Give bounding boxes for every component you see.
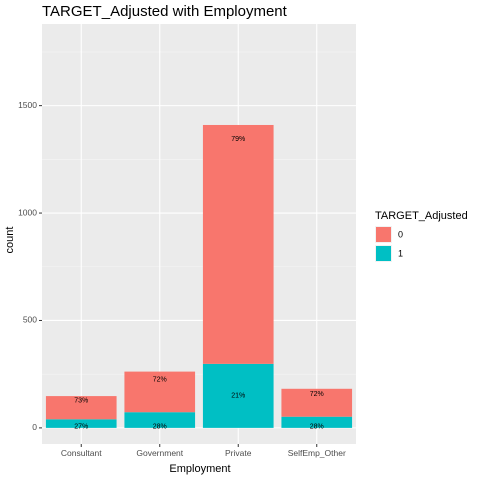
bars: 27% 28% 21% 28% 73% 72% 79% 72% bbox=[45, 124, 353, 431]
y-tick-label: 500 bbox=[23, 315, 37, 325]
data-label: 72% bbox=[153, 377, 167, 384]
bar-segment bbox=[202, 124, 274, 364]
plot-panel bbox=[42, 24, 356, 444]
data-label: 72% bbox=[310, 391, 324, 398]
chart-title: TARGET_Adjusted with Employment bbox=[42, 3, 288, 20]
bar-segment bbox=[202, 363, 274, 428]
data-label: 73% bbox=[74, 398, 88, 405]
bar-segment bbox=[45, 396, 117, 420]
data-label: 21% bbox=[231, 393, 245, 400]
data-label: 27% bbox=[74, 424, 88, 431]
x-axis-title: Employment bbox=[169, 463, 230, 475]
y-axis: 0 500 1000 1500 bbox=[18, 100, 42, 432]
y-tick-label: 1500 bbox=[18, 100, 37, 110]
bar-segment bbox=[124, 371, 196, 413]
legend-swatch bbox=[376, 227, 391, 242]
x-tick-label: Consultant bbox=[61, 448, 102, 458]
bar-segment bbox=[281, 416, 353, 428]
data-label: 28% bbox=[153, 424, 167, 431]
bar-segment bbox=[124, 412, 196, 428]
x-axis: Consultant Government Private SelfEmp_Other bbox=[61, 444, 346, 458]
y-tick-label: 1000 bbox=[18, 207, 37, 217]
legend-swatch bbox=[376, 246, 391, 261]
x-tick-label: Private bbox=[225, 448, 252, 458]
legend-title: TARGET_Adjusted bbox=[375, 210, 468, 222]
legend: TARGET_Adjusted 0 1 bbox=[375, 210, 468, 262]
bar-segment bbox=[45, 419, 117, 428]
data-label: 79% bbox=[231, 136, 245, 143]
legend-label: 1 bbox=[398, 248, 403, 258]
legend-label: 0 bbox=[398, 229, 403, 239]
x-tick-label: SelfEmp_Other bbox=[288, 448, 346, 458]
y-axis-title: count bbox=[4, 227, 16, 254]
data-label: 28% bbox=[310, 424, 324, 431]
y-tick-label: 0 bbox=[32, 422, 37, 432]
bar-segment bbox=[281, 388, 353, 417]
x-tick-label: Government bbox=[136, 448, 183, 458]
